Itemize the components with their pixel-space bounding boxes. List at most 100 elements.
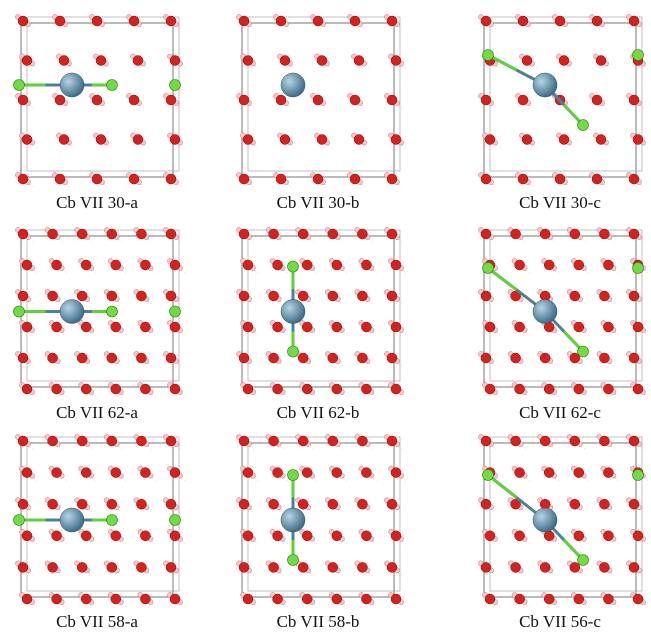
oxygen-atom xyxy=(136,562,146,572)
oxygen-atom xyxy=(166,291,176,301)
oxygen-atom xyxy=(481,436,491,446)
oxygen-atom xyxy=(559,56,569,66)
oxygen-atom xyxy=(170,56,180,66)
oxygen-atom xyxy=(298,353,308,363)
oxygen-atom xyxy=(96,135,106,145)
oxygen-atom xyxy=(574,322,584,332)
oxygen-atom xyxy=(269,353,279,363)
oxygen-atom xyxy=(391,260,401,270)
oxygen-atom xyxy=(170,322,180,332)
oxygen-atom xyxy=(633,322,643,332)
oxygen-atom xyxy=(387,174,397,184)
oxygen-atom xyxy=(48,291,58,301)
chlorine-atom xyxy=(288,346,299,357)
oxygen-atom xyxy=(107,499,117,509)
oxygen-atom xyxy=(81,322,91,332)
oxygen-atom xyxy=(77,291,87,301)
structure-panel xyxy=(478,227,648,397)
panel-label: Cb VII 58-a xyxy=(56,612,138,631)
oxygen-atom xyxy=(313,95,323,105)
oxygen-atom xyxy=(515,531,525,541)
oxygen-atom xyxy=(481,16,491,26)
oxygen-atom xyxy=(518,174,528,184)
oxygen-atom xyxy=(22,322,32,332)
oxygen-atom xyxy=(52,384,62,394)
oxygen-atom xyxy=(22,260,32,270)
structure-panel xyxy=(236,14,406,187)
oxygen-atom xyxy=(596,135,606,145)
oxygen-atom xyxy=(140,468,150,478)
oxygen-atom xyxy=(166,562,176,572)
chlorine-atom xyxy=(483,470,494,481)
metal-atom xyxy=(60,508,84,532)
oxygen-atom xyxy=(629,499,639,509)
oxygen-atom xyxy=(328,353,338,363)
oxygen-atom xyxy=(391,135,401,145)
oxygen-atom xyxy=(273,260,283,270)
chlorine-atom xyxy=(483,263,494,274)
oxygen-atom xyxy=(59,56,69,66)
oxygen-atom xyxy=(107,562,117,572)
metal-atom xyxy=(533,73,557,97)
metal-atom xyxy=(281,73,305,97)
oxygen-atom xyxy=(357,436,367,446)
oxygen-atom xyxy=(77,229,87,239)
oxygen-atom xyxy=(107,353,117,363)
oxygen-atom xyxy=(599,562,609,572)
oxygen-atom xyxy=(107,291,117,301)
oxygen-atom xyxy=(391,384,401,394)
oxygen-atom xyxy=(633,594,643,604)
oxygen-atom xyxy=(599,229,609,239)
oxygen-atom xyxy=(332,322,342,332)
oxygen-atom xyxy=(166,174,176,184)
oxygen-atom xyxy=(136,353,146,363)
oxygen-atom xyxy=(361,468,371,478)
panel-label: Cb VII 30-a xyxy=(56,193,138,212)
oxygen-atom xyxy=(48,499,58,509)
oxygen-atom xyxy=(77,562,87,572)
oxygen-atom xyxy=(48,562,58,572)
oxygen-atom xyxy=(361,384,371,394)
cell-box xyxy=(484,443,636,597)
oxygen-atom xyxy=(328,499,338,509)
chlorine-atom xyxy=(14,306,25,317)
oxygen-atom xyxy=(511,436,521,446)
oxygen-atom xyxy=(298,291,308,301)
oxygen-atom xyxy=(387,95,397,105)
oxygen-atom xyxy=(515,384,525,394)
oxygen-atom xyxy=(77,436,87,446)
oxygen-atom xyxy=(18,436,28,446)
oxygen-atom xyxy=(485,531,495,541)
chlorine-atom xyxy=(14,80,25,91)
oxygen-atom xyxy=(111,531,121,541)
oxygen-atom xyxy=(170,468,180,478)
oxygen-atom xyxy=(276,95,286,105)
oxygen-atom xyxy=(559,135,569,145)
oxygen-atom xyxy=(269,229,279,239)
oxygen-atom xyxy=(544,384,554,394)
oxygen-atom xyxy=(481,95,491,105)
oxygen-atom xyxy=(570,229,580,239)
oxygen-atom xyxy=(243,531,253,541)
oxygen-atom xyxy=(302,384,312,394)
oxygen-atom xyxy=(391,322,401,332)
oxygen-atom xyxy=(328,436,338,446)
oxygen-atom xyxy=(136,229,146,239)
oxygen-atom xyxy=(592,16,602,26)
oxygen-atom xyxy=(18,229,28,239)
oxygen-atom xyxy=(481,353,491,363)
chlorine-atom xyxy=(107,80,118,91)
oxygen-atom xyxy=(391,594,401,604)
oxygen-atom xyxy=(540,229,550,239)
oxygen-atom xyxy=(574,384,584,394)
oxygen-atom xyxy=(239,174,249,184)
chlorine-atom xyxy=(107,306,118,317)
oxygen-atom xyxy=(540,353,550,363)
panel-label: Cb VII 30-c xyxy=(519,193,601,212)
oxygen-atom xyxy=(81,531,91,541)
metal-atom xyxy=(281,508,305,532)
oxygen-atom xyxy=(22,531,32,541)
oxygen-atom xyxy=(317,135,327,145)
oxygen-atom xyxy=(140,531,150,541)
oxygen-atom xyxy=(481,499,491,509)
